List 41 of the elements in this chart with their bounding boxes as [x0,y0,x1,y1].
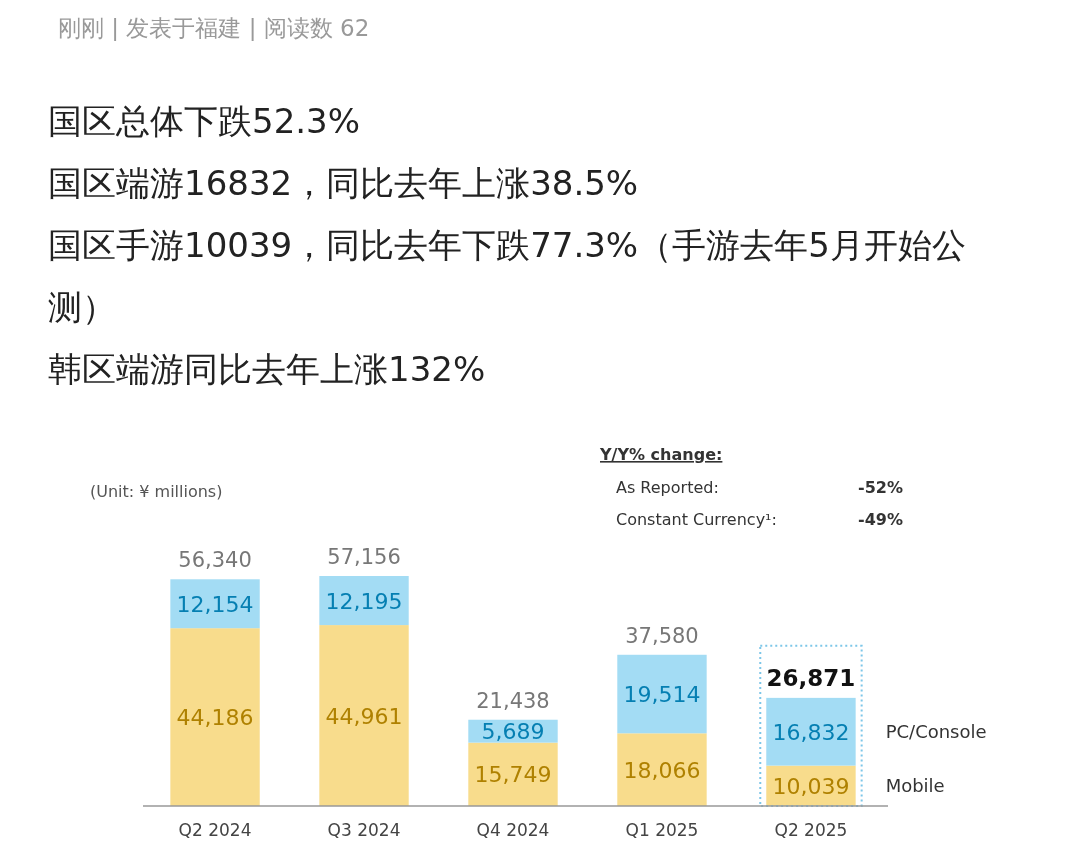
x-tick-label: Q2 2024 [178,820,252,840]
chart-title: 国区总体下跌52.3% [48,101,361,141]
bar [319,576,409,626]
bar [170,579,260,629]
text: -49% [858,510,903,529]
total-label: 21,438 [476,688,550,713]
text: 刚刚 | 发表于福建 | 阅读数 62 [58,15,370,41]
text: 国区端游16832，同比去年上涨38.5% [48,163,639,203]
data-label: 18,066 [623,757,701,783]
total-label: 57,156 [327,545,401,569]
series-label: Mobile [885,774,945,796]
bar [319,625,409,806]
bar [468,742,558,806]
data-label: 19,514 [623,682,701,708]
text: -52% [858,478,903,497]
total-label: 37,580 [625,623,699,648]
x-tick-label: Q4 2024 [476,820,550,840]
data-label: 15,749 [474,762,552,788]
total-label: 56,340 [178,548,252,573]
bar [617,733,707,806]
text: Constant Currency¹: [616,510,777,529]
data-label: 44,961 [325,703,403,729]
bar [766,697,856,766]
y-axis-title: (Unit: ¥ millions) [90,482,223,501]
data-label: 5,689 [481,719,545,745]
data-label: 16,832 [772,719,850,745]
text: As Reported: [616,478,719,497]
data-label: 12,154 [176,591,254,617]
x-tick-label: Q1 2025 [625,820,699,840]
x-tick-label: Q3 2024 [327,820,401,840]
text: 韩区端游同比去年上涨132% [48,349,486,389]
bar [170,628,260,806]
data-label: 10,039 [772,773,850,799]
data-label: 12,195 [325,588,403,614]
data-label: 44,186 [176,705,254,731]
bar [617,654,707,734]
text: Y/Y% change: [599,445,723,464]
x-tick-label: Q2 2025 [774,820,848,840]
text: 国区手游10039，同比去年下跌77.3%（手游去年5月开始公测） [48,225,966,327]
total-label: 26,871 [766,664,856,691]
series-label: PC/Console [885,720,987,742]
